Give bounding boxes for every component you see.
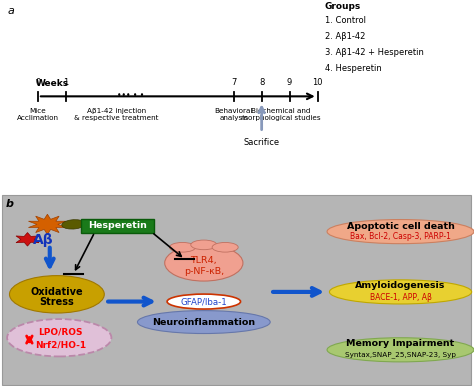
Text: b: b xyxy=(6,199,14,209)
Text: Syntax,SNAP_25,SNAP-23, Syp: Syntax,SNAP_25,SNAP-23, Syp xyxy=(345,352,456,359)
Ellipse shape xyxy=(9,276,104,313)
Text: GFAP/Iba-1: GFAP/Iba-1 xyxy=(181,297,227,306)
Text: 10: 10 xyxy=(312,78,323,87)
Text: ••• • •: ••• • • xyxy=(118,91,145,100)
FancyBboxPatch shape xyxy=(81,218,154,232)
Text: Bax, Bcl-2, Casp-3, PARP-1: Bax, Bcl-2, Casp-3, PARP-1 xyxy=(350,232,451,241)
Polygon shape xyxy=(16,232,39,246)
Text: 7: 7 xyxy=(231,78,237,87)
Text: Stress: Stress xyxy=(39,296,74,306)
Text: Aβ1-42 injection
& respective treatment: Aβ1-42 injection & respective treatment xyxy=(74,108,158,121)
Text: Groups: Groups xyxy=(325,2,361,11)
Text: Memory Impairment: Memory Impairment xyxy=(346,339,455,348)
Text: BACE-1, APP, Aβ: BACE-1, APP, Aβ xyxy=(370,293,431,302)
Text: 4. Hesperetin: 4. Hesperetin xyxy=(325,64,382,73)
Text: Biochemical and
morphological studies: Biochemical and morphological studies xyxy=(241,108,321,121)
Ellipse shape xyxy=(165,245,243,281)
Text: a: a xyxy=(7,6,14,16)
Text: 3. Aβ1-42 + Hesperetin: 3. Aβ1-42 + Hesperetin xyxy=(325,48,424,57)
Ellipse shape xyxy=(329,280,472,304)
Text: Amyloidogenesis: Amyloidogenesis xyxy=(356,281,446,290)
Text: Nrf2/HO-1: Nrf2/HO-1 xyxy=(35,340,86,349)
Ellipse shape xyxy=(327,338,474,362)
Ellipse shape xyxy=(212,242,238,252)
Text: Aβ: Aβ xyxy=(33,233,54,247)
Text: Oxidative: Oxidative xyxy=(30,287,83,297)
Ellipse shape xyxy=(167,294,241,309)
Ellipse shape xyxy=(62,220,85,229)
Text: Apoptotic cell death: Apoptotic cell death xyxy=(346,222,455,231)
Text: 9: 9 xyxy=(287,78,292,87)
Text: Mice
Acclimation: Mice Acclimation xyxy=(17,108,59,121)
Text: Weeks: Weeks xyxy=(36,79,69,88)
Text: Neuroinflammation: Neuroinflammation xyxy=(152,318,255,327)
Polygon shape xyxy=(28,214,66,234)
Text: 0: 0 xyxy=(35,78,41,87)
Text: LPO/ROS: LPO/ROS xyxy=(38,327,83,336)
FancyBboxPatch shape xyxy=(2,195,471,385)
Text: Sacrifice: Sacrifice xyxy=(244,139,280,147)
Text: 1. Control: 1. Control xyxy=(325,16,365,25)
Text: Behavioral
analysis: Behavioral analysis xyxy=(215,108,253,121)
Text: p-NF-κB,: p-NF-κB, xyxy=(184,267,224,276)
Ellipse shape xyxy=(137,311,270,334)
Text: Hesperetin: Hesperetin xyxy=(88,221,147,230)
Ellipse shape xyxy=(7,319,111,356)
Ellipse shape xyxy=(170,242,196,252)
Ellipse shape xyxy=(327,220,474,244)
Text: 1: 1 xyxy=(63,78,69,87)
Ellipse shape xyxy=(191,240,217,250)
Text: TLR4,: TLR4, xyxy=(191,256,217,265)
Text: 2. Aβ1-42: 2. Aβ1-42 xyxy=(325,32,365,41)
Text: 8: 8 xyxy=(259,78,264,87)
